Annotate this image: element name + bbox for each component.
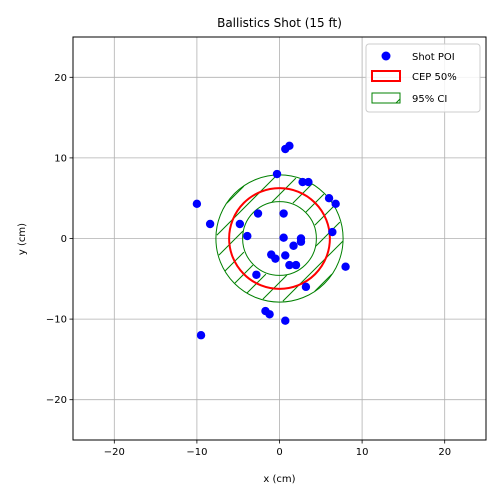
y-tick-label: −10	[46, 315, 67, 326]
legend-label-ci: 95% CI	[412, 94, 447, 105]
shot-point	[279, 209, 288, 218]
ci95-inner-ring	[242, 201, 317, 276]
shot-point	[281, 251, 290, 260]
shot-point	[252, 270, 261, 279]
shot-point	[285, 260, 294, 270]
legend-marker-ci	[371, 92, 401, 104]
shot-point	[324, 194, 334, 203]
shot-point	[253, 209, 263, 218]
shot-point	[298, 177, 307, 187]
ci95-hatch	[216, 174, 278, 236]
ticks: −20 −10 0 10 20 −20 −10 0 10 20	[46, 73, 451, 458]
x-tick-label: 0	[276, 447, 282, 458]
shot-point	[271, 254, 280, 263]
shot-point	[281, 144, 290, 154]
shot-point	[289, 241, 298, 250]
shot-point	[192, 199, 202, 209]
confidence-circles	[215, 174, 344, 303]
shot-points	[192, 141, 350, 340]
shot-point	[304, 177, 313, 187]
shot-point	[196, 331, 206, 340]
shot-point	[331, 199, 340, 209]
cep50-circle	[228, 187, 331, 290]
chart-title: Ballistics Shot (15 ft)	[217, 16, 342, 30]
shot-point	[235, 219, 245, 229]
legend-label-shot-poi: Shot POI	[412, 52, 455, 63]
ci95-hatch	[226, 185, 245, 204]
y-tick-label: 20	[54, 73, 67, 84]
ci95-hatch	[218, 230, 244, 256]
x-tick-label: −20	[104, 447, 125, 458]
legend-marker-cep	[371, 70, 401, 82]
ci95-hatch	[314, 273, 333, 292]
x-tick-label: 10	[356, 447, 369, 458]
shot-point	[279, 233, 288, 242]
shot-point	[243, 231, 252, 241]
legend-label-cep: CEP 50%	[412, 72, 457, 83]
shot-point	[272, 169, 282, 179]
shot-point	[296, 237, 306, 246]
ci95-circle	[215, 174, 344, 303]
legend-box	[365, 43, 481, 113]
shot-point	[281, 316, 290, 325]
shot-point	[301, 282, 311, 292]
shot-point	[291, 260, 301, 270]
y-tick-label: −20	[46, 395, 67, 406]
ci95-hatch	[262, 274, 288, 300]
shot-point	[265, 310, 274, 319]
legend-marker-shot-poi	[381, 51, 391, 61]
y-axis-label: y (cm)	[17, 223, 28, 255]
shot-point	[341, 262, 350, 271]
y-tick-label: 10	[54, 153, 67, 164]
legend: Shot POI CEP 50% 95% CI	[365, 43, 481, 113]
legend-hatch-ci	[395, 98, 401, 104]
shot-point	[205, 219, 215, 229]
y-tick-label: 0	[61, 234, 67, 245]
ci95-hatch	[282, 240, 344, 302]
shot-point	[328, 227, 337, 237]
x-axis-label: x (cm)	[263, 474, 295, 485]
ci95-hatch	[271, 177, 297, 203]
x-tick-label: −10	[186, 447, 207, 458]
ci95-hatch	[315, 221, 341, 247]
x-tick-label: 20	[438, 447, 451, 458]
